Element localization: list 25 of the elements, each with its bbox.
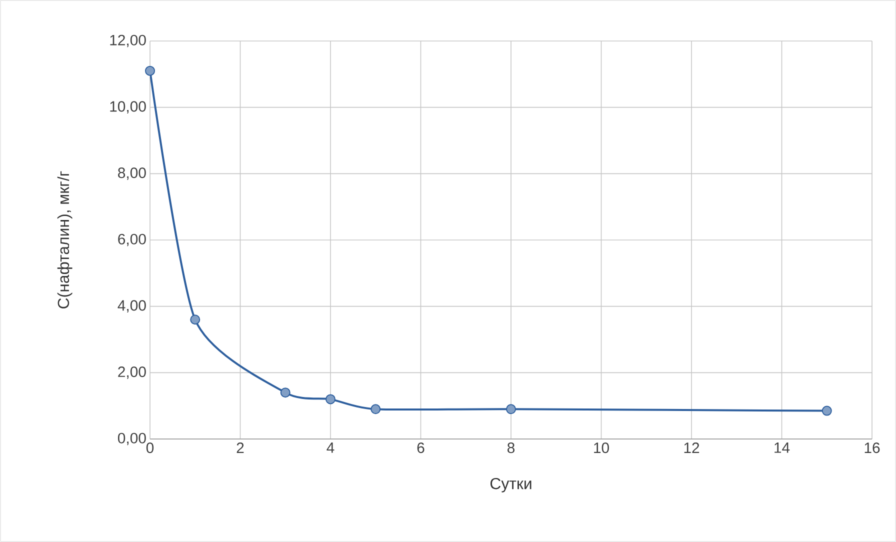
point <box>370 404 381 414</box>
x-tick-label: 16 <box>864 442 880 454</box>
x-tick-label: 14 <box>774 442 790 453</box>
point <box>326 394 336 404</box>
point <box>190 314 200 325</box>
y-tick-label: 2,00 <box>118 366 146 379</box>
x-tick-label: 2 <box>236 442 244 453</box>
x-tick-label: 4 <box>326 442 334 453</box>
point <box>280 388 290 398</box>
x-tick-label: 6 <box>417 442 424 454</box>
point <box>145 66 155 76</box>
x-tick-label: 10 <box>594 442 609 454</box>
y-tick-label: 4,00 <box>118 300 146 312</box>
point <box>822 406 832 416</box>
x-tick-label: 8 <box>508 442 515 454</box>
y-tick-label: 6,00 <box>118 234 146 246</box>
y-tick-label: 12,00 <box>110 34 146 48</box>
x-axis-title: Сутки <box>490 478 532 492</box>
y-tick-label: 0,00 <box>118 432 146 446</box>
y-tick-label: 8,00 <box>118 167 146 180</box>
point <box>506 404 516 414</box>
y-axis-title: C(нафталин), мкг/г <box>57 171 72 308</box>
y-tick-label: 10,00 <box>110 101 146 114</box>
x-tick-label: 0 <box>146 442 154 454</box>
x-tick-label: 12 <box>684 442 700 453</box>
